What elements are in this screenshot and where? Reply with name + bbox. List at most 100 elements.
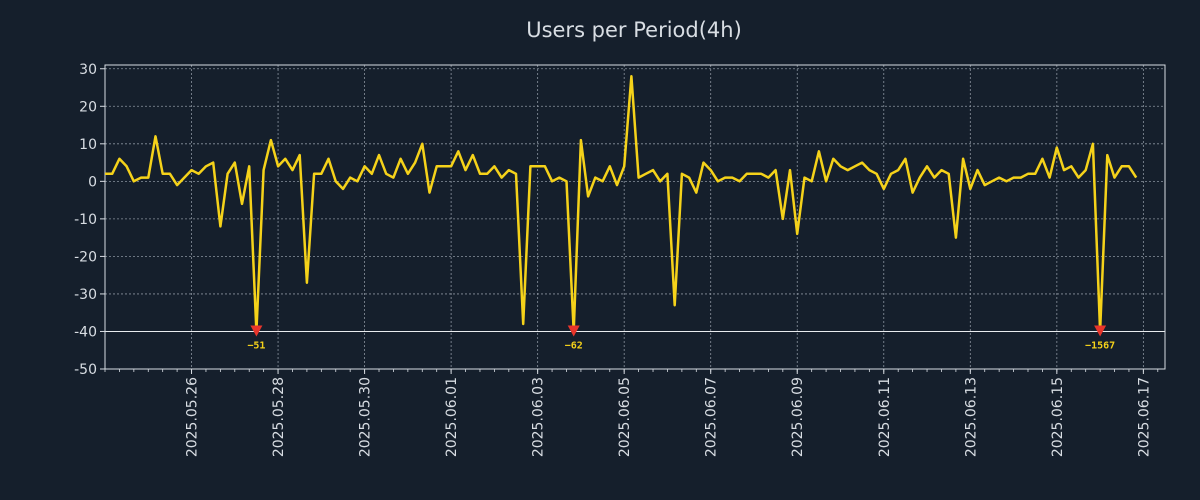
data-point — [212, 161, 214, 163]
data-point — [875, 173, 877, 175]
data-point — [717, 180, 719, 182]
data-point — [508, 169, 510, 171]
data-point — [169, 173, 171, 175]
data-point — [335, 180, 337, 182]
data-point — [811, 180, 813, 182]
clip-marker-triangle — [250, 325, 263, 337]
data-point — [897, 169, 899, 171]
clip-marker-label: −62 — [565, 340, 583, 351]
data-point — [1121, 165, 1123, 167]
data-point — [890, 173, 892, 175]
data-point — [933, 176, 935, 178]
data-point — [594, 176, 596, 178]
data-point — [998, 176, 1000, 178]
clip-marker-triangle — [567, 325, 580, 337]
data-point — [299, 154, 301, 156]
data-point — [652, 169, 654, 171]
data-point — [190, 169, 192, 171]
data-point — [731, 176, 733, 178]
data-point — [363, 165, 365, 167]
data-point — [219, 225, 221, 227]
data-point — [1092, 143, 1094, 145]
plot-frame — [104, 64, 1166, 370]
data-point — [904, 158, 906, 160]
x-tick-label: 2025.06.09 — [790, 377, 806, 457]
data-point — [969, 188, 971, 190]
data-point — [666, 173, 668, 175]
data-point — [976, 169, 978, 171]
data-point — [176, 184, 178, 186]
data-point — [399, 158, 401, 160]
data-point — [710, 169, 712, 171]
data-point — [306, 282, 308, 284]
data-point — [601, 180, 603, 182]
data-point — [544, 165, 546, 167]
data-point — [645, 173, 647, 175]
data-point — [457, 150, 459, 152]
y-axis-ticks: 30 20 10 0 -10 -20 -30 -40 -50 — [74, 62, 105, 378]
data-point — [537, 165, 539, 167]
x-tick-label: 2025.05.30 — [358, 377, 374, 457]
clip-marker-label: −1567 — [1085, 340, 1115, 351]
data-point — [356, 180, 358, 182]
data-point — [558, 176, 560, 178]
data-point — [147, 176, 149, 178]
data-point — [198, 173, 200, 175]
data-point — [464, 169, 466, 171]
x-tick-label: 2025.06.05 — [617, 377, 633, 457]
data-point — [1005, 180, 1007, 182]
data-point — [832, 158, 834, 160]
data-point — [782, 218, 784, 220]
data-point — [1077, 176, 1079, 178]
data-point — [738, 180, 740, 182]
data-point — [911, 191, 913, 193]
data-point — [1085, 169, 1087, 171]
data-point — [349, 176, 351, 178]
y-tick-label: 10 — [79, 137, 97, 153]
data-point — [702, 161, 704, 163]
x-tick-label: 2025.06.17 — [1136, 377, 1152, 457]
data-point — [522, 323, 524, 325]
data-point — [234, 161, 236, 163]
data-point — [327, 158, 329, 160]
data-point — [1113, 176, 1115, 178]
series-line-users — [105, 75, 1138, 333]
data-point — [320, 173, 322, 175]
x-tick-label: 2025.05.26 — [185, 377, 201, 457]
data-point — [140, 176, 142, 178]
data-point — [774, 169, 776, 171]
data-point — [940, 169, 942, 171]
data-point — [450, 165, 452, 167]
data-point — [111, 173, 113, 175]
data-point — [1056, 146, 1058, 148]
data-point — [1048, 176, 1050, 178]
data-point — [515, 173, 517, 175]
data-point — [248, 165, 250, 167]
data-point — [587, 195, 589, 197]
data-point — [630, 75, 632, 77]
data-point — [868, 169, 870, 171]
data-point — [580, 139, 582, 141]
y-tick-label: -20 — [74, 249, 97, 265]
data-point — [414, 161, 416, 163]
data-point — [262, 169, 264, 171]
data-point — [291, 169, 293, 171]
data-point — [183, 176, 185, 178]
data-point — [659, 180, 661, 182]
y-tick-label: -10 — [74, 212, 97, 228]
x-tick-label: 2025.06.13 — [963, 377, 979, 457]
data-point — [1070, 165, 1072, 167]
y-tick-label: -50 — [74, 362, 97, 378]
data-point — [854, 165, 856, 167]
data-point — [919, 176, 921, 178]
y-tick-label: -30 — [74, 287, 97, 303]
data-point — [674, 304, 676, 306]
data-point — [565, 180, 567, 182]
data-point — [118, 158, 120, 160]
data-point — [1020, 176, 1022, 178]
y-tick-label: 30 — [79, 62, 97, 78]
data-point — [883, 188, 885, 190]
x-tick-label: 2025.06.01 — [444, 377, 460, 457]
data-point — [1135, 176, 1137, 178]
